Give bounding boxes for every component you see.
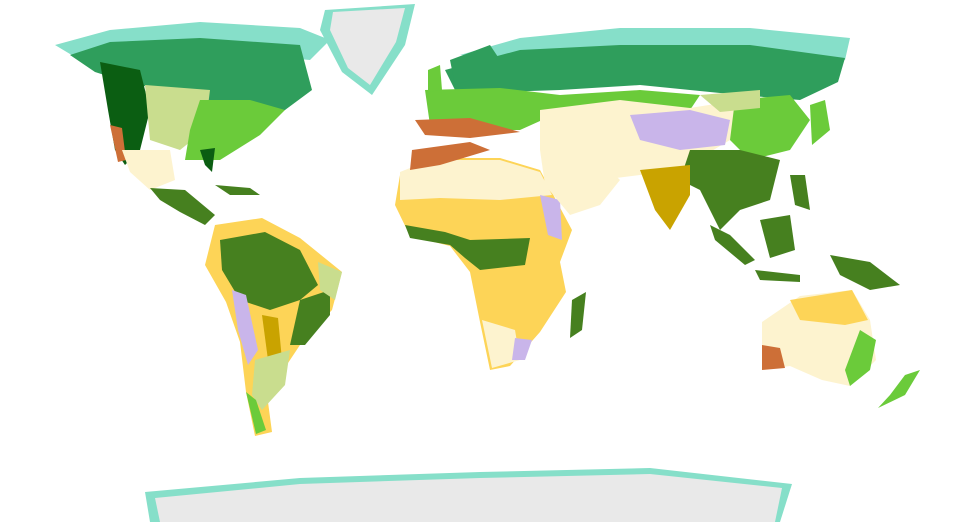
java (755, 270, 800, 282)
desert-north-america (122, 150, 175, 190)
south-america (205, 218, 342, 436)
borneo (760, 215, 795, 258)
australia-southwest-mediterranean (762, 345, 785, 370)
africa (395, 142, 586, 370)
patagonia-forest (246, 392, 266, 434)
eurasia-boreal (445, 45, 845, 100)
madagascar (570, 292, 586, 338)
greenland-ice (330, 8, 405, 85)
north-america (55, 4, 415, 225)
congo-rainforest (405, 225, 530, 270)
china-broadleaf (730, 95, 810, 160)
southeast-asia-forest (680, 150, 780, 230)
eurasia (415, 28, 850, 230)
atlantic-forest (290, 290, 330, 345)
kalahari-desert (482, 320, 520, 368)
broadleaf-north-america (185, 100, 285, 160)
maritime-southeast-asia (710, 175, 900, 290)
pampas-grassland (252, 350, 290, 410)
tibetan-plateau (630, 110, 730, 150)
new-zealand (878, 370, 920, 408)
philippines (790, 175, 810, 210)
australia-savanna (790, 290, 868, 325)
sahara-desert (400, 160, 552, 200)
dry-chaco (262, 315, 282, 360)
temperate-conifer-north-america (100, 62, 150, 165)
central-america (150, 188, 215, 225)
mediterranean-europe (415, 118, 520, 138)
oceania (762, 290, 920, 408)
arabia-desert (540, 150, 620, 215)
andes-montane (232, 290, 258, 365)
mediterranean-north-africa (410, 142, 490, 170)
mediterranean-california (110, 125, 126, 162)
new-guinea (830, 255, 900, 290)
japan (810, 100, 830, 145)
sumatra (710, 225, 755, 265)
caatinga-desert (318, 262, 342, 300)
india-dry-forest (640, 165, 690, 230)
caribbean (215, 185, 260, 195)
australia-east-forest (845, 330, 876, 386)
ethiopian-highlands (540, 195, 562, 240)
amazon-rainforest (220, 232, 318, 310)
southern-africa-montane (512, 338, 532, 360)
uk-ireland (428, 65, 442, 92)
antarctica-ice (155, 474, 782, 522)
mongolian-grassland (700, 90, 760, 112)
antarctica (145, 468, 792, 522)
boreal-north-america (70, 38, 312, 118)
scandinavia (450, 45, 500, 85)
florida (200, 148, 215, 172)
